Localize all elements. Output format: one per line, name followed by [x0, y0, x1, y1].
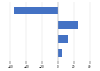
Bar [58, 21, 78, 29]
Bar [14, 7, 58, 14]
Bar [58, 49, 62, 57]
Bar [58, 35, 68, 43]
